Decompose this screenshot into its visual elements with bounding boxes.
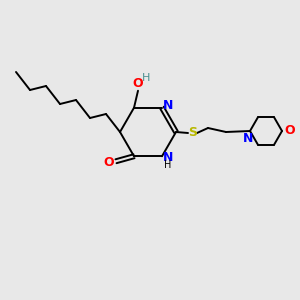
Text: O: O <box>104 156 114 169</box>
Text: H: H <box>164 160 172 170</box>
Text: H: H <box>142 73 150 83</box>
Text: N: N <box>163 151 173 164</box>
Text: O: O <box>285 124 295 137</box>
Text: S: S <box>188 127 197 140</box>
Text: N: N <box>243 133 253 146</box>
Text: N: N <box>163 99 173 112</box>
Text: O: O <box>133 77 143 90</box>
